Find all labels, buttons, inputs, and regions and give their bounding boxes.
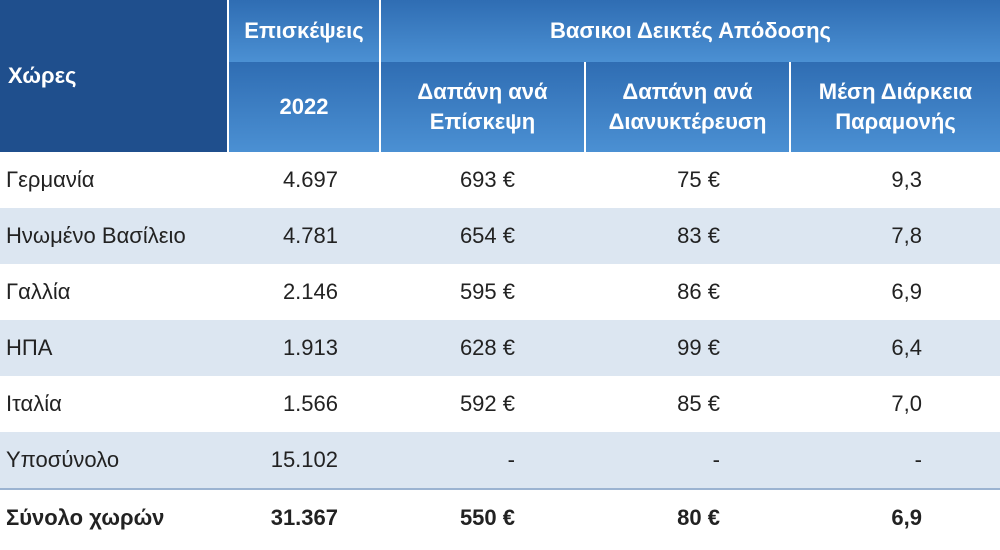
header-cell: Δαπάνη ανά Επίσκεψη: [379, 62, 585, 152]
table-cell: 628 €: [380, 320, 585, 376]
header-cell: 2022: [227, 62, 380, 152]
table-cell: 80 €: [585, 488, 790, 546]
table-cell: Υποσύνολο: [0, 432, 228, 489]
table-cell: 693 €: [459, 167, 515, 192]
header-cell: Επισκέψεις: [227, 0, 380, 62]
table-cell: 6,9: [790, 488, 1000, 546]
table-cell: 654 €: [380, 208, 585, 264]
header-text: Δαπάνη ανά Διανυκτέρευση: [608, 79, 767, 134]
table-row: Ηνωμένο Βασίλειο 4.781 654 €83 €7,8: [0, 208, 1000, 264]
table-row: Υποσύνολο 15.102- - -: [0, 432, 1000, 489]
table-row: Ιταλία 1.566 592 € 85 € 7,0: [0, 376, 1000, 432]
table-cell: 31.367: [228, 488, 380, 546]
table-row: Γερμανία 4.697 693 € 75 € 9,3: [0, 152, 1000, 208]
table-cell: -: [380, 432, 585, 489]
table-cell: 1.913: [228, 320, 380, 376]
table-cell: 85 €: [677, 391, 720, 416]
table-cell: ΗΠΑ: [0, 320, 228, 376]
table-cell: 83 €: [585, 208, 790, 264]
table-row: Γαλλία 2.146 595 € 86 € 6,9: [0, 264, 1000, 320]
header-cell: Χώρες: [0, 0, 228, 152]
table-cell: 550 €: [380, 488, 585, 546]
table-row: ΗΠΑ 1.913 628 €99 €6,4: [0, 320, 1000, 376]
table-cell: 75 €: [677, 167, 720, 192]
table-cell: 6,9: [891, 279, 922, 304]
table-header: Χώρες Επισκέψεις Βασικοι Δεικτές Απόδοση…: [0, 0, 1000, 152]
table-cell: Γαλλία: [6, 279, 71, 304]
table-cell: Ηνωμένο Βασίλειο: [0, 208, 228, 264]
header-cell: Βασικοι Δεικτές Απόδοσης: [379, 0, 1000, 62]
table-cell: 592 €: [459, 391, 515, 416]
table-cell: 7,8: [790, 208, 1000, 264]
header-text: Μέση Διάρκεια Παραμονής: [818, 79, 973, 134]
table-cell: 7,0: [891, 391, 922, 416]
table-cell: 595 €: [459, 279, 515, 304]
table-cell: 99 €: [585, 320, 790, 376]
table-cell: 9,3: [891, 167, 922, 192]
table-cell: Σύνολο χωρών: [0, 488, 228, 546]
table-cell: -: [790, 432, 1000, 489]
header-cell: Μέση Διάρκεια Παραμονής: [789, 62, 1000, 152]
table-cell: 1.566: [282, 391, 338, 416]
table-body: Γερμανία 4.697 693 € 75 € 9,3 Ηνωμένο Βασίλει…: [0, 152, 1000, 546]
table-cell: 4.781: [228, 208, 380, 264]
table-cell: -: [585, 432, 790, 489]
table-row: Σύνολο χωρών 31.367 550 €80 €6,9: [0, 488, 1000, 546]
header-text: Δαπάνη ανά Επίσκεψη: [417, 79, 548, 134]
table-cell: Ιταλία: [6, 391, 62, 416]
table-cell: 86 €: [677, 279, 720, 304]
table-cell: 6,4: [790, 320, 1000, 376]
table-cell: 4.697: [282, 167, 338, 192]
table-cell: Γερμανία: [6, 167, 95, 192]
header-cell: Δαπάνη ανά Διανυκτέρευση: [584, 62, 790, 152]
table-cell: 2.146: [282, 279, 338, 304]
table-cell: 15.102: [228, 432, 380, 489]
